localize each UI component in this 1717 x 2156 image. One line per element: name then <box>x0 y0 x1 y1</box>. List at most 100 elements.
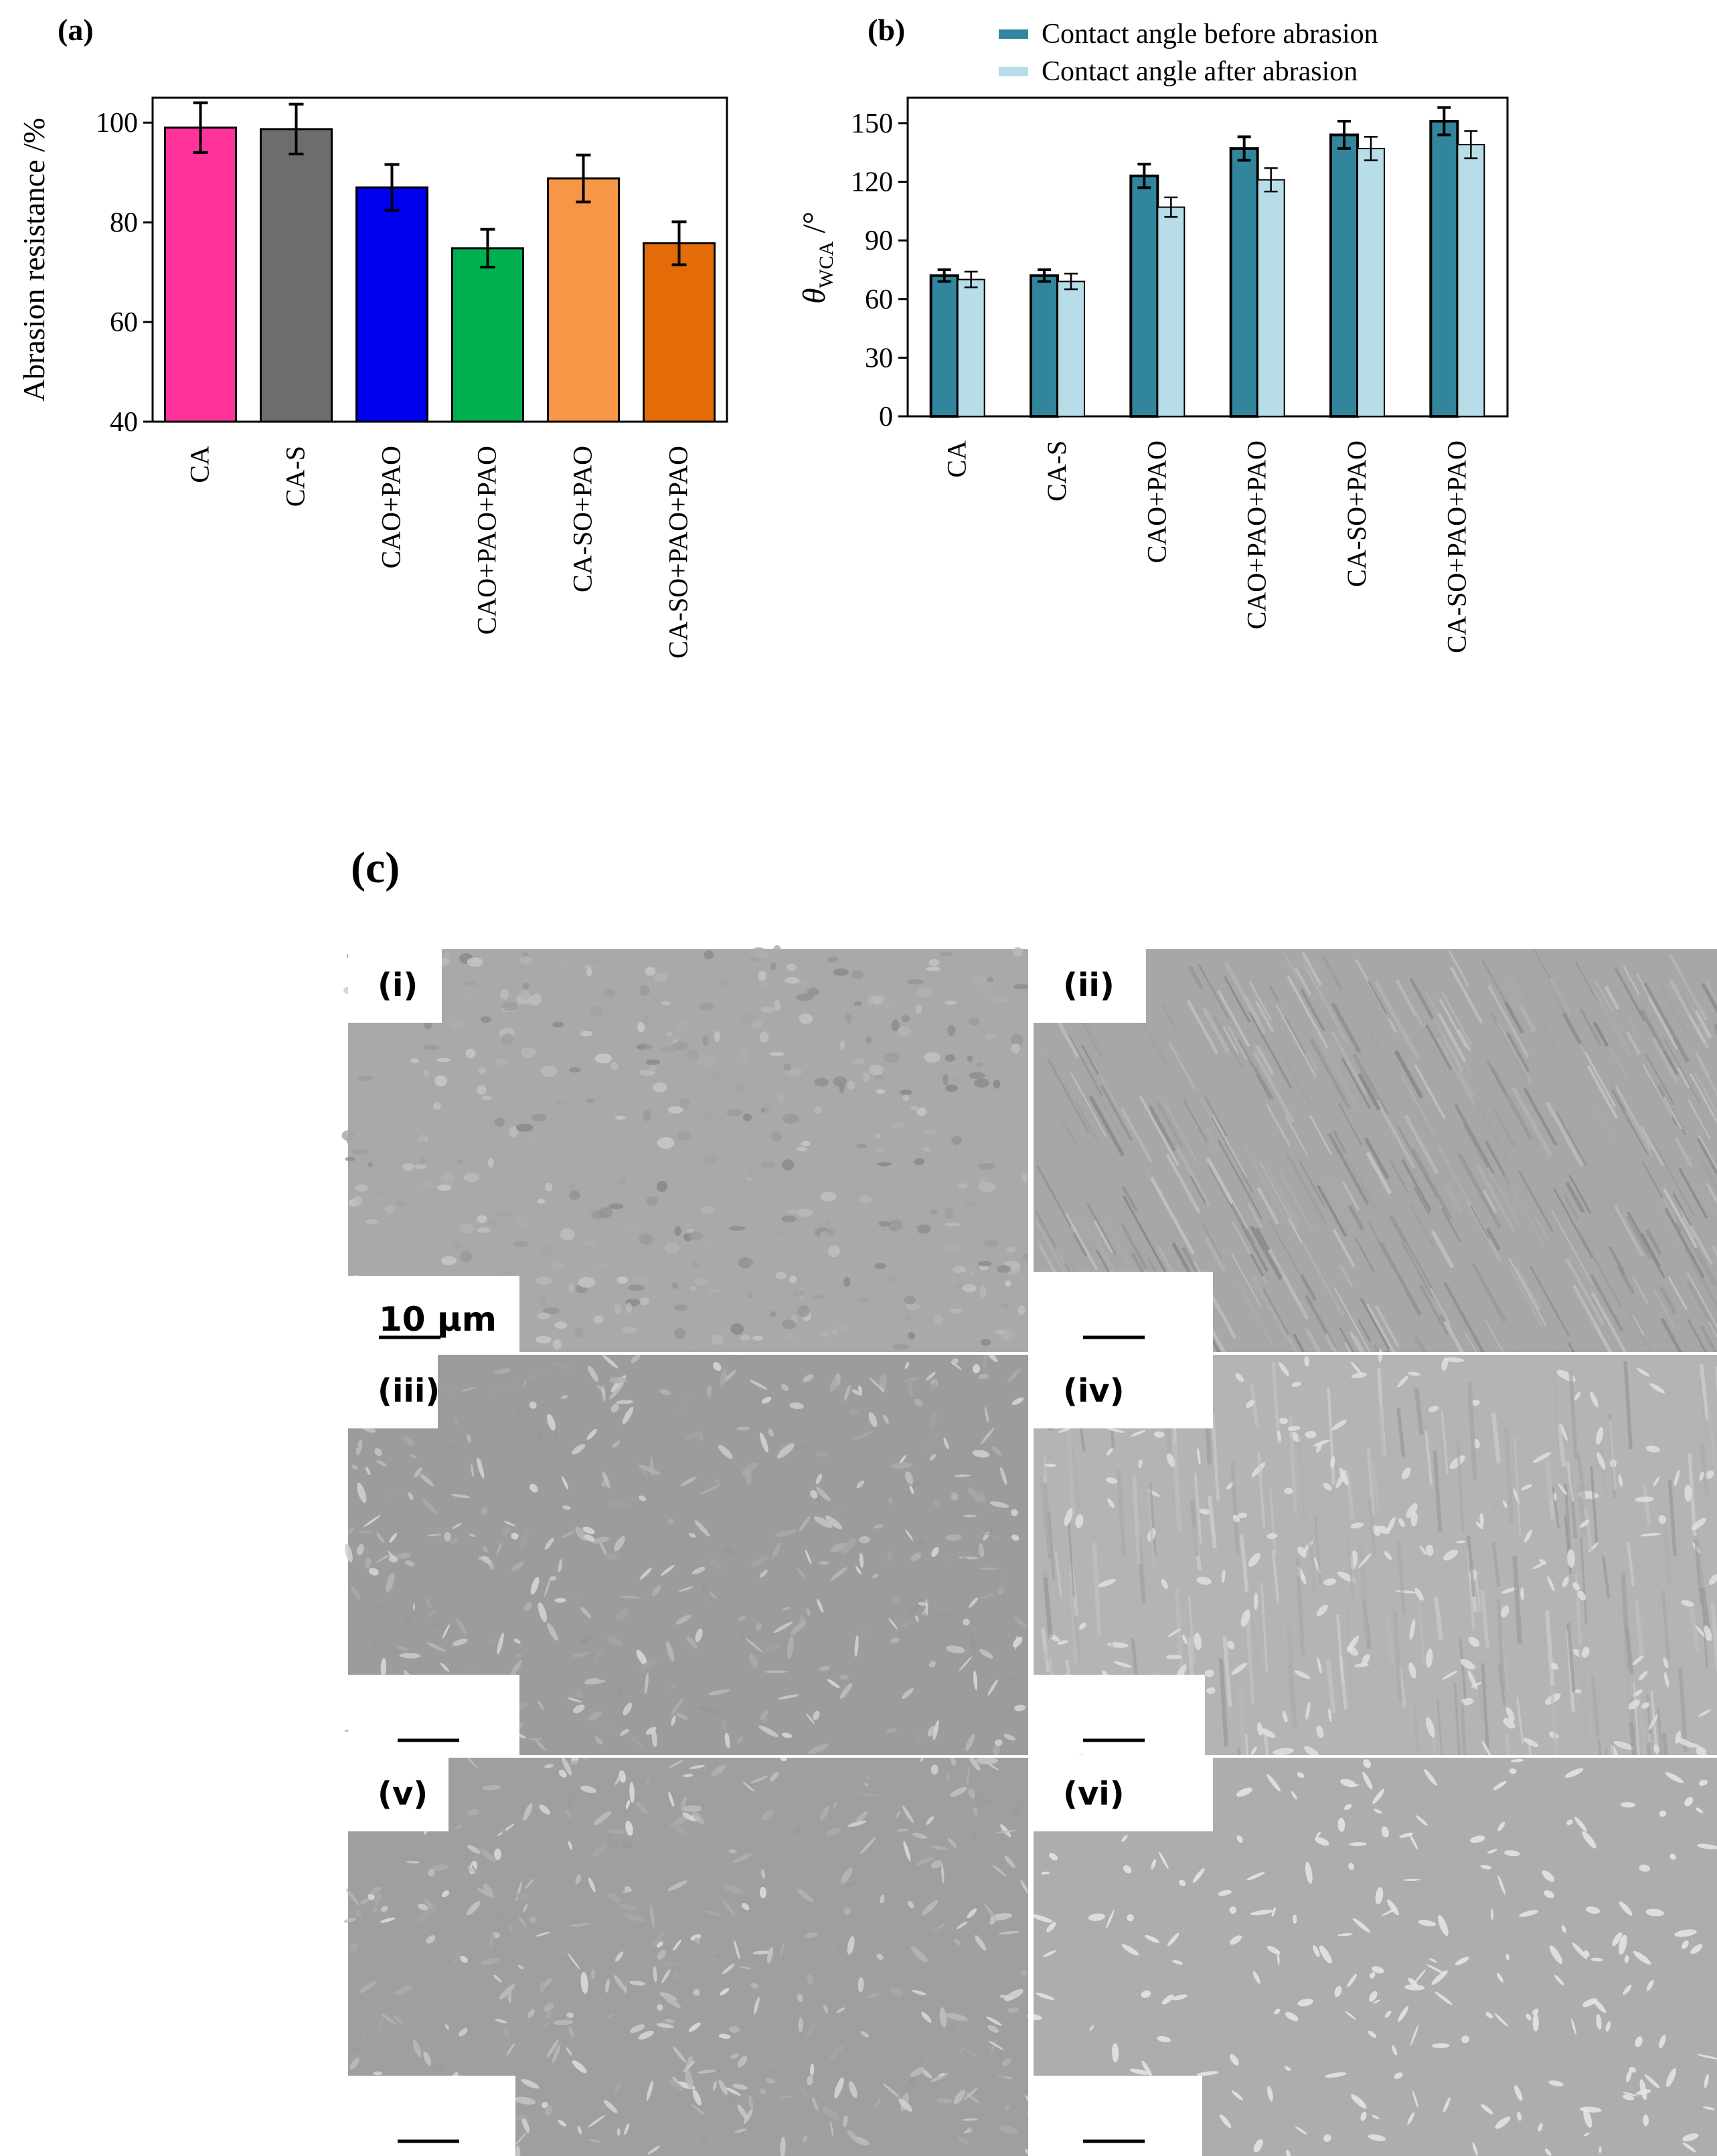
sem-flake <box>657 1950 666 1960</box>
sem-flake <box>993 1743 1000 1756</box>
sem-grain <box>763 1104 774 1114</box>
sem-flake <box>926 1372 936 1381</box>
sem-streak <box>1161 1005 1177 1031</box>
sem-flake <box>1348 1862 1354 1870</box>
sem-flake <box>843 1908 851 1915</box>
sem-flake <box>718 1444 733 1459</box>
sem-flake <box>567 1953 580 1970</box>
sem-flake <box>941 1863 945 1884</box>
sem-streak <box>1623 1361 1633 1450</box>
sem-streak <box>1431 1017 1464 1072</box>
sem-flake <box>797 1888 814 1902</box>
sem-streak <box>1366 1151 1392 1195</box>
sem-flake <box>716 2068 725 2076</box>
sem-streak <box>1419 1284 1449 1335</box>
sem-streak <box>1042 1483 1053 1559</box>
sem-streak <box>1638 1694 1647 1759</box>
sem-grain <box>698 1055 715 1067</box>
sem-grain <box>629 981 641 989</box>
sem-streak <box>1358 1319 1372 1342</box>
sem-grain <box>787 1209 801 1214</box>
sem-streak <box>1380 1406 1388 1498</box>
sem-flake <box>1619 1901 1633 1916</box>
sem-grain <box>539 1295 547 1308</box>
sem-flake <box>1639 1864 1651 1872</box>
sem-flake <box>363 1515 381 1527</box>
sem-flake <box>1251 1462 1266 1477</box>
sem-flake <box>1584 1950 1590 1957</box>
sem-streak <box>1392 1612 1402 1701</box>
sem-flake <box>669 1759 683 1768</box>
sem-grain <box>698 1237 712 1248</box>
sem-grain <box>739 1050 750 1062</box>
sem-flake <box>496 1542 502 1556</box>
sem-flake <box>1431 1970 1448 1985</box>
sem-flake <box>774 1529 797 1537</box>
sem-flake <box>759 1570 768 1578</box>
sem-streak <box>1294 967 1312 996</box>
sem-flake <box>1392 2045 1397 2056</box>
sem-flake <box>1043 1463 1057 1467</box>
sem-flake <box>1403 1878 1420 1882</box>
sem-flake <box>563 1591 582 1601</box>
sem-flake <box>721 1719 726 1731</box>
sem-streak <box>1282 1056 1313 1108</box>
sem-flake <box>1261 1728 1276 1738</box>
sem-flake <box>1273 1748 1294 1756</box>
sem-flake <box>1526 2013 1532 2021</box>
sem-flake <box>1574 1392 1581 1401</box>
sem-flake <box>601 1385 606 1402</box>
sem-flake <box>616 1608 629 1621</box>
sem-grain <box>594 1311 602 1315</box>
sem-streak <box>1299 1160 1325 1206</box>
sem-grain <box>661 1046 677 1053</box>
sem-flake <box>759 1432 768 1453</box>
sem-streak <box>1255 1044 1275 1076</box>
sem-streak <box>1592 1021 1609 1048</box>
sem-streak <box>1279 1171 1315 1234</box>
sem-flake <box>638 2030 654 2040</box>
sem-flake <box>773 1621 793 1633</box>
sem-grain <box>434 1075 447 1087</box>
sem-grain <box>531 1113 547 1122</box>
sem-flake <box>588 1711 602 1721</box>
sem-flake <box>1372 1789 1385 1805</box>
sem-grain <box>640 1297 649 1306</box>
sem-streak <box>1621 1633 1631 1709</box>
sem-flake <box>1106 1477 1118 1484</box>
sem-flake <box>709 1558 724 1571</box>
sem-streak <box>1285 1152 1327 1225</box>
sem-flake <box>467 1900 481 1916</box>
sem-streak <box>1279 1596 1288 1646</box>
sem-flake <box>430 2064 446 2072</box>
sem-streak <box>1211 1114 1248 1177</box>
sem-streak <box>1367 1029 1387 1061</box>
sem-flake <box>737 2104 748 2119</box>
sem-streak <box>1325 1659 1336 1714</box>
sem-flake <box>1550 1662 1558 1670</box>
sem-streak <box>1710 1602 1717 1672</box>
sem-flake <box>816 1453 829 1457</box>
sem-flake <box>1368 2134 1386 2141</box>
sem-flake <box>1553 1492 1557 1501</box>
sem-flake <box>477 1457 485 1479</box>
sem-flake <box>452 1523 462 1529</box>
sem-flake <box>1548 2080 1564 2086</box>
sem-flake <box>673 1970 679 1979</box>
sem-flake <box>1645 1445 1660 1453</box>
sem-flake <box>1319 1945 1332 1964</box>
sem-grain <box>500 989 509 1000</box>
sem-flake <box>615 2083 622 2092</box>
sem-flake <box>1229 1906 1237 1914</box>
sem-flake <box>358 1981 378 1993</box>
sem-flake <box>380 1917 396 1923</box>
sem-grain <box>579 1138 586 1145</box>
sem-flake <box>970 1635 975 1654</box>
sem-grain <box>513 1241 528 1248</box>
sem-flake <box>445 2023 449 2031</box>
sem-flake <box>572 1444 586 1455</box>
sem-flake <box>1658 1515 1667 1524</box>
sem-streak <box>1339 1264 1354 1288</box>
sem-flake <box>914 1398 924 1407</box>
sem-grain <box>745 1185 755 1193</box>
